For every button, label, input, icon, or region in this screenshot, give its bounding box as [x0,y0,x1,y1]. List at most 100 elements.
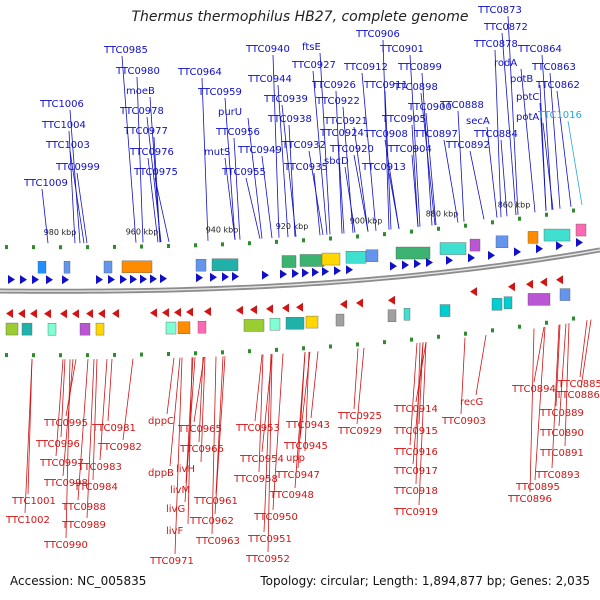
leader-line [520,68,536,213]
leader-line [68,130,76,244]
leader-line [533,326,545,383]
gene-label: secA [466,116,490,127]
tick-mark [59,353,62,358]
tick-mark [437,334,440,339]
forward-gene-arrow [32,275,39,285]
reverse-gene-arrow [112,308,119,318]
gene-label: livM [170,485,190,496]
forward-gene-arrow [8,275,15,285]
forward-gene-arrow [302,268,309,278]
gene-label: TTC0984 [73,482,118,493]
reverse-gene-arrow [540,277,547,287]
forward-gene-arrow [160,274,167,284]
forward-gene-arrow [46,275,53,285]
gene-label: TTC0924 [319,128,364,139]
leader-line [361,72,377,231]
gene-label: TTC0890 [539,428,584,439]
leader-line [272,54,280,238]
feature-block [321,252,341,266]
forward-gene-arrow [312,267,319,277]
leader-line [443,139,459,223]
gene-label: TTC0927 [291,60,336,71]
feature-block [95,322,105,336]
feature-block [335,313,345,327]
gene-label: TTC0885 [557,379,600,390]
gene-label: TTC0949 [237,145,282,156]
gene-label: TTC1003 [45,140,90,151]
tick-mark [275,239,278,244]
leader-line [310,351,319,419]
tick-mark [221,242,224,247]
leader-line [258,354,264,473]
gene-label: TTC0938 [267,114,312,125]
gene-label: moeB [126,86,155,97]
gene-label: TTC0895 [515,482,560,493]
gene-label: TTC0935 [283,162,328,173]
leader-line [272,353,284,511]
leader-line [494,49,502,218]
leader-line [263,354,272,533]
tick-mark [518,216,521,221]
feature-block [305,315,319,329]
gene-label: livH [176,464,195,475]
tick-label: 960 kbp [126,228,159,237]
leader-line [579,320,588,378]
gene-label: TTC0997 [39,458,84,469]
gene-label: TTC0956 [215,127,260,138]
leader-line [555,324,561,407]
reverse-gene-arrow [44,309,51,319]
gene-label: TTC1004 [41,120,86,131]
tick-mark [329,236,332,241]
leader-line [313,172,321,236]
leader-line [564,323,570,447]
feature-block [365,249,379,262]
reverse-gene-arrow [150,308,157,318]
gene-label: TTC0989 [61,520,106,531]
gene-label: TTC0896 [507,494,552,505]
reverse-gene-arrow [296,302,303,312]
gene-label: TTC0908 [363,129,408,140]
leader-line [558,323,567,427]
forward-gene-arrow [556,241,563,251]
gene-label: TTC0900 [407,102,452,113]
tick-mark [410,337,413,342]
leader-line [214,356,226,515]
gene-label: dppB [148,468,174,479]
gene-label: TTC0953 [235,423,280,434]
tick-label: 940 kbp [206,225,239,234]
gene-label: TTC0898 [393,82,438,93]
tick-label: 880 kbp [426,209,459,218]
feature-block [491,298,503,311]
reverse-gene-arrow [556,275,563,285]
leader-line [277,84,289,238]
leader-line [409,54,421,227]
leader-line [122,358,134,441]
gene-label: ftsE [302,42,321,53]
gene-label: mutS [204,147,230,158]
reverse-gene-arrow [204,306,211,316]
feature-block [195,259,207,272]
leader-line [245,177,261,239]
forward-gene-arrow [108,274,115,284]
gene-label: TTC0977 [123,126,168,137]
gene-label: TTC0897 [413,129,458,140]
leader-line [200,356,206,463]
feature-block [63,261,71,274]
forward-gene-arrow [196,273,203,283]
gene-label: TTC0959 [197,87,242,98]
feature-block [47,323,57,336]
gene-label: TTC0917 [393,466,438,477]
feature-block [269,317,281,331]
gene-label: TTC0893 [535,470,580,481]
feature-block [103,260,113,274]
leader-line [529,328,535,493]
gene-label: TTC1006 [39,99,84,110]
leader-line [288,124,296,237]
gene-label: TTC0985 [103,45,148,56]
forward-gene-arrow [232,271,239,281]
gene-label: TTC0889 [539,408,584,419]
leader-line [211,356,217,535]
forward-gene-arrow [402,260,409,270]
tick-mark [572,316,575,321]
